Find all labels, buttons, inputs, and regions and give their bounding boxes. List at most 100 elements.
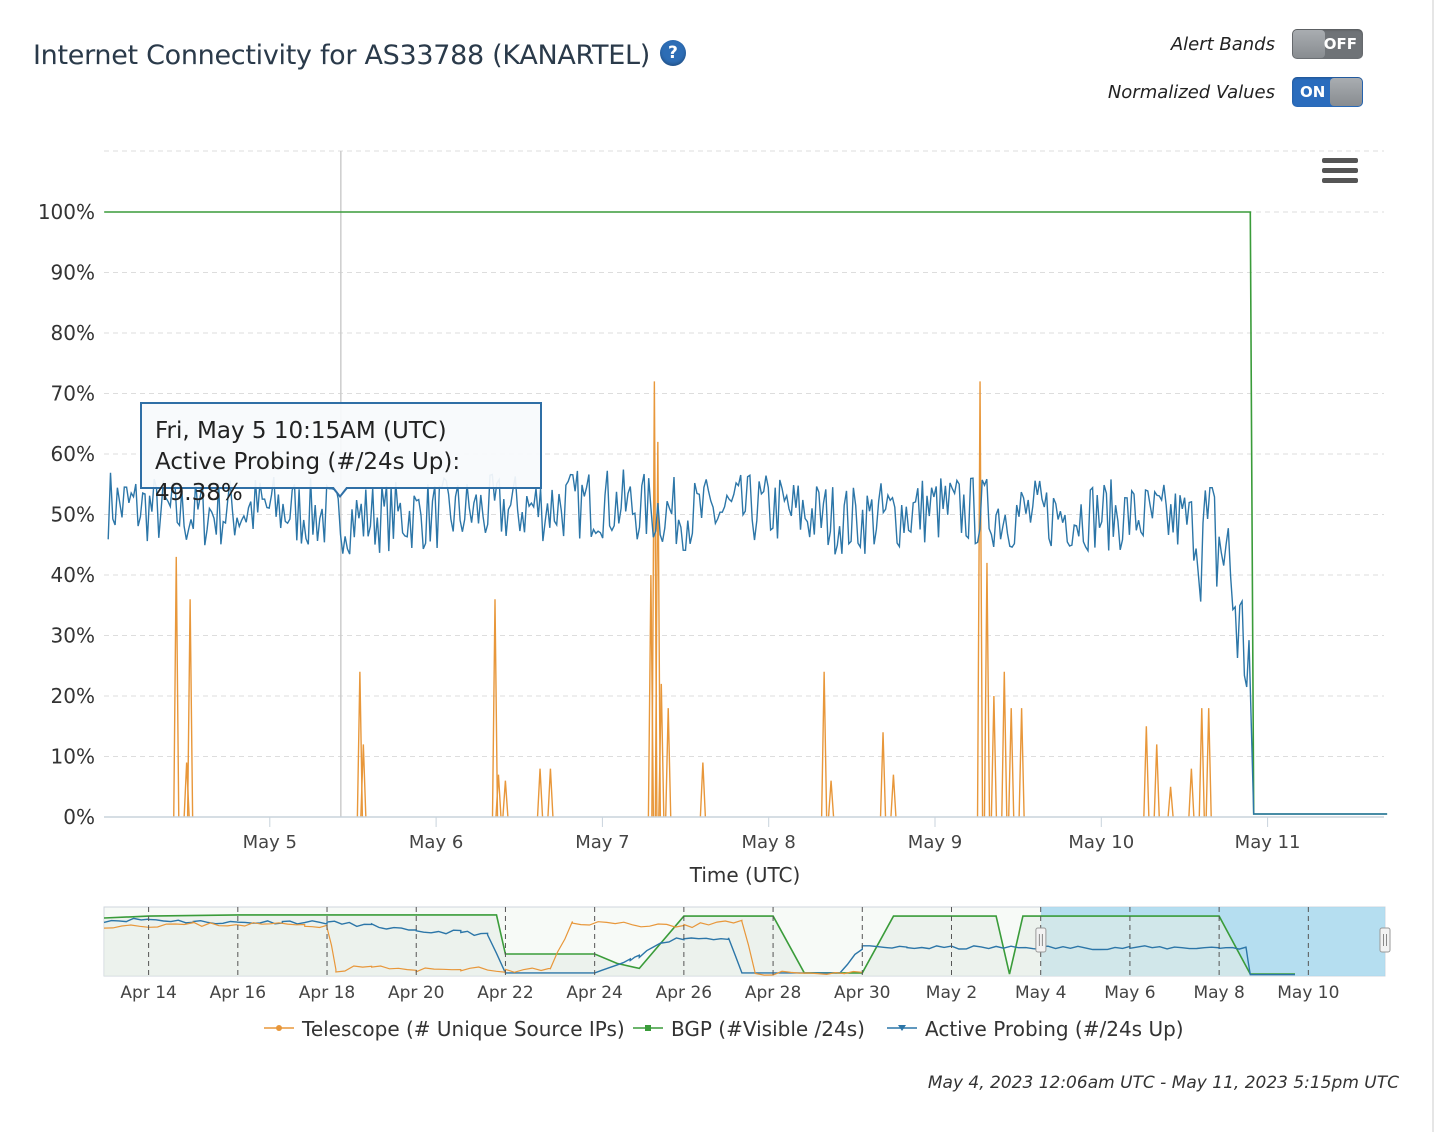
- telescope-spike: [1205, 708, 1212, 818]
- chart-axes: Time (UTC) 0% 10% 20% 30% 40% 50% 60% 70% 80% 90%…: [38, 200, 1384, 887]
- telescope-spike: [186, 599, 194, 818]
- x-tick-label: May 7: [575, 832, 629, 853]
- telescope-spike: [536, 768, 544, 818]
- help-icon[interactable]: ?: [659, 39, 686, 66]
- normalized-values-label: Normalized Values: [1107, 81, 1275, 103]
- normalized-values-toggle-row: Normalized Values ON: [1108, 77, 1363, 107]
- navigator-probing-line: [103, 917, 1295, 976]
- legend-item[interactable]: Active Probing (#/24s Up): [887, 1017, 1184, 1041]
- navigator-tick-label: May 8: [1193, 983, 1244, 1003]
- telescope-spike: [976, 381, 984, 818]
- navigator-tick-label: May 2: [926, 983, 977, 1003]
- bgp-line: [104, 211, 1388, 815]
- y-tick-label: 90%: [51, 261, 95, 285]
- chart-tooltip: Fri, May 5 10:15AM (UTC) Active Probing …: [140, 402, 542, 506]
- telescope-spike: [827, 780, 835, 818]
- x-tick-label: May 6: [409, 832, 463, 853]
- telescope-spike: [879, 732, 887, 818]
- navigator-area: [104, 914, 1295, 976]
- telescope-spike: [1153, 744, 1160, 818]
- y-tick-label: 100%: [38, 200, 95, 224]
- legend-label: Active Probing (#/24s Up): [925, 1017, 1184, 1041]
- navigator-tick-label: May 10: [1277, 983, 1339, 1003]
- x-tick-label: May 10: [1068, 832, 1134, 853]
- telescope-spike: [699, 762, 707, 818]
- x-tick-label: May 8: [742, 832, 796, 853]
- navigator-tick-label: Apr 28: [745, 983, 801, 1003]
- chart-series: [104, 211, 1388, 818]
- y-tick-label: 10%: [51, 745, 95, 769]
- x-tick-label: May 11: [1235, 832, 1301, 853]
- navigator-left-handle[interactable]: [1035, 927, 1047, 953]
- telescope-spike: [547, 768, 554, 818]
- telescope-spike: [1167, 786, 1174, 818]
- telescope-spike: [502, 780, 509, 818]
- alert-bands-toggle-row: Alert Bands OFF: [1171, 29, 1363, 59]
- telescope-spike: [890, 774, 897, 818]
- telescope-spike: [495, 774, 502, 818]
- telescope-spike: [665, 708, 672, 818]
- legend-label: Telescope (# Unique Source IPs): [301, 1017, 625, 1041]
- telescope-spike: [1198, 708, 1205, 818]
- navigator-tick-label: May 6: [1104, 983, 1155, 1003]
- legend-marker: [645, 1025, 651, 1031]
- y-tick-label: 20%: [51, 684, 95, 708]
- x-tick-label: May 9: [908, 832, 962, 853]
- telescope-spike: [1188, 768, 1195, 818]
- legend-marker: [276, 1025, 282, 1031]
- navigator-tick-label: Apr 22: [477, 983, 533, 1003]
- legend-item[interactable]: BGP (#Visible /24s): [633, 1017, 865, 1041]
- y-tick-label: 60%: [51, 442, 95, 466]
- telescope-spike: [491, 599, 499, 818]
- navigator-tick-label: Apr 26: [656, 983, 712, 1003]
- alert-bands-toggle[interactable]: OFF: [1292, 29, 1363, 59]
- legend-marker: [898, 1025, 906, 1031]
- telescope-spike: [1018, 708, 1025, 818]
- y-tick-label: 50%: [51, 503, 95, 527]
- navigator-tick-label: Apr 24: [566, 983, 622, 1003]
- chart-menu-icon[interactable]: [1322, 158, 1358, 186]
- navigator-tick-label: Apr 18: [299, 983, 355, 1003]
- navigator-tick-label: Apr 14: [120, 983, 176, 1003]
- y-tick-label: 70%: [51, 382, 95, 406]
- page-right-rule: [1432, 0, 1434, 1132]
- y-tick-label: 0%: [63, 805, 95, 829]
- navigator-telescope-line: [103, 919, 863, 976]
- navigator[interactable]: Apr 14 Apr 16 Apr 18 Apr 20 Apr 22 Apr 24 Apr …: [103, 906, 1391, 1003]
- normalized-values-toggle[interactable]: ON: [1292, 77, 1363, 107]
- navigator-tick-label: Apr 20: [388, 983, 444, 1003]
- x-tick-label: May 5: [243, 832, 297, 853]
- telescope-spike: [356, 671, 364, 818]
- alert-bands-state: OFF: [1323, 35, 1357, 53]
- normalized-values-state: ON: [1300, 83, 1326, 101]
- telescope-spike: [1001, 671, 1008, 818]
- tooltip-date: Fri, May 5 10:15AM (UTC): [155, 418, 447, 444]
- toggle-knob: [1330, 78, 1362, 106]
- navigator-tick-label: Apr 16: [210, 983, 266, 1003]
- legend-item[interactable]: Telescope (# Unique Source IPs): [264, 1017, 625, 1041]
- navigator-tick-label: Apr 30: [834, 983, 890, 1003]
- chart-legend: Telescope (# Unique Source IPs) BGP (#Vis…: [264, 1017, 1184, 1041]
- y-tick-label: 80%: [51, 321, 95, 345]
- telescope-spike: [1008, 708, 1015, 818]
- toggle-knob: [1293, 30, 1325, 58]
- active-probing-line: [107, 469, 1388, 815]
- x-axis-title: Time (UTC): [689, 863, 801, 887]
- tooltip-pointer-fill: [333, 486, 347, 495]
- legend-label: BGP (#Visible /24s): [671, 1017, 865, 1041]
- y-tick-label: 30%: [51, 624, 95, 648]
- tooltip-value: Active Probing (#/24s Up): 49.38%: [155, 449, 461, 506]
- navigator-right-handle[interactable]: [1379, 927, 1391, 953]
- telescope-spike: [820, 671, 828, 818]
- chart-header: Internet Connectivity for AS33788 (KANAR…: [33, 39, 686, 71]
- y-tick-label: 40%: [51, 563, 95, 587]
- date-range-text: May 4, 2023 12:06am UTC - May 11, 2023 5…: [927, 1073, 1399, 1093]
- telescope-spike: [654, 441, 662, 818]
- telescope-spike: [983, 562, 991, 818]
- navigator-tick-label: May 4: [1015, 983, 1066, 1003]
- telescope-spike: [990, 695, 998, 818]
- telescope-spike: [1143, 726, 1150, 818]
- alert-bands-label: Alert Bands: [1170, 33, 1275, 55]
- telescope-spike: [658, 683, 665, 818]
